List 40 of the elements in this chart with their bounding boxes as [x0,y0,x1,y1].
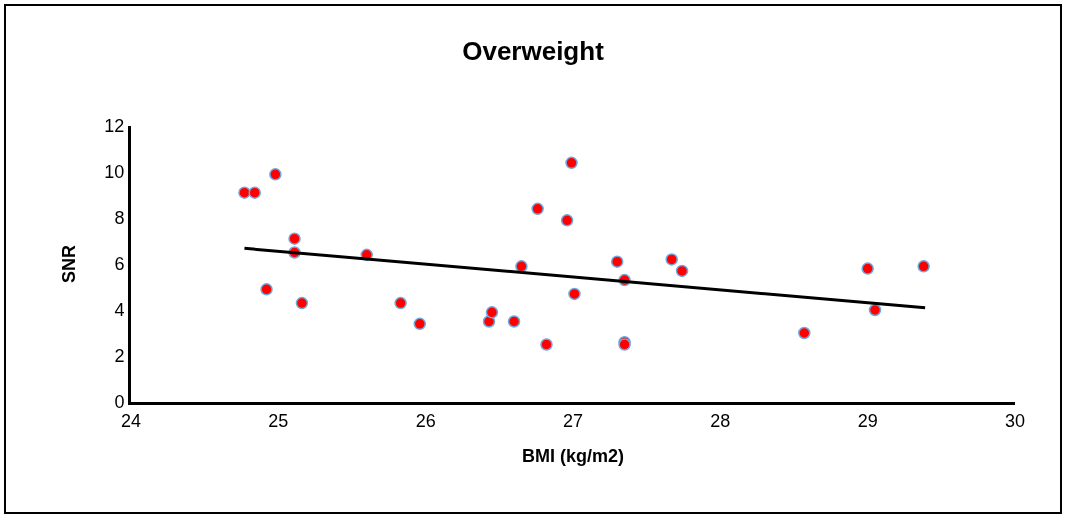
point [515,260,528,273]
y-tick-label: 2 [114,346,125,367]
point [798,326,811,340]
x-tick-label: 30 [1004,410,1026,431]
chart-title: Overweight [462,35,605,66]
point [565,156,578,170]
x-tick-label: 27 [562,410,584,431]
point [260,283,273,296]
point [868,303,882,317]
point [917,260,930,273]
x-axis-title: BMI (kg/m2) [521,445,625,466]
x-tick-label: 24 [120,410,142,431]
x-tick-label: 26 [415,410,436,431]
y-tick-label: 0 [114,392,125,413]
point [560,214,574,227]
y-tick-label: 8 [114,208,125,229]
point [540,338,553,351]
point [485,306,499,319]
x-tick-label: 28 [710,410,731,431]
y-tick-label: 6 [114,254,125,275]
point [295,296,309,310]
point [288,232,301,245]
point [238,186,251,199]
y-tick-label: 4 [114,300,125,321]
point [675,264,689,278]
point [248,186,262,199]
point [507,315,521,328]
y-tick-label: 10 [104,162,125,183]
point [610,255,624,268]
point [861,262,874,275]
y-tick-label: 12 [104,116,125,137]
x-tick-label: 29 [857,410,878,431]
point [665,253,678,266]
x-tick-label: 25 [268,410,289,431]
point [394,296,407,310]
point [568,287,581,301]
point [269,168,282,181]
point [413,317,427,331]
point [531,202,544,216]
y-axis-title: SNR [58,244,79,284]
